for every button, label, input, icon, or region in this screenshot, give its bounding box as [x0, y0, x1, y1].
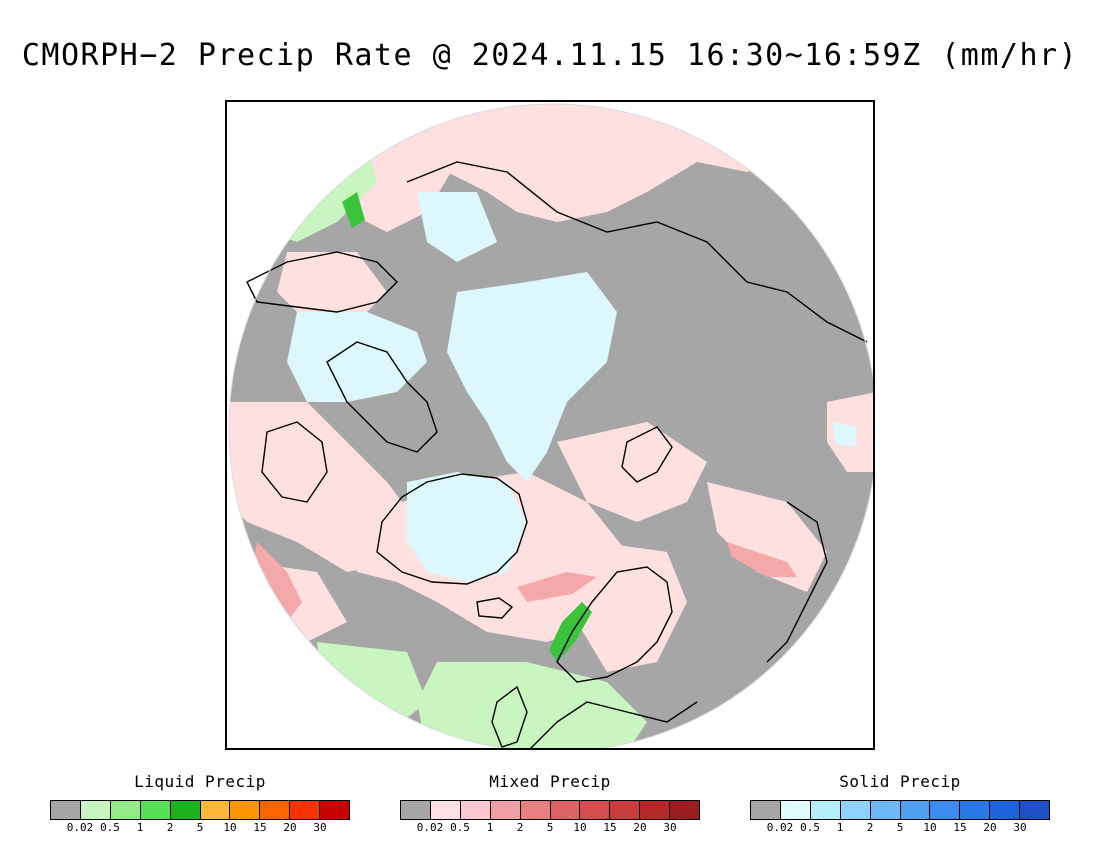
legend-liquid-tick: 2: [166, 821, 174, 834]
legend-liquid-swatch: [230, 801, 261, 819]
legend-solid-bar: [750, 800, 1050, 820]
legend-liquid-tick: 5: [196, 821, 204, 834]
legend-mixed-swatch: [430, 801, 461, 819]
legend-solid-swatch: [840, 801, 871, 819]
legend-liquid-tick: 15: [253, 821, 267, 834]
legend-liquid-tick: 0.5: [100, 821, 120, 834]
legend-liquid-tick: 20: [283, 821, 297, 834]
legend-solid-tick: 30: [1013, 821, 1027, 834]
legend-liquid-swatch: [80, 801, 111, 819]
legend-solid-swatch: [1020, 801, 1050, 819]
legend-mixed-tick: 2: [516, 821, 524, 834]
legend-mixed-tick: 20: [633, 821, 647, 834]
coastline-novaya-zemlya: [621, 426, 673, 483]
coastline-scandinavia: [556, 566, 673, 683]
legend-solid-swatch: [900, 801, 931, 819]
legend-mixed-swatch: [401, 801, 431, 819]
legend-solid-swatch: [870, 801, 901, 819]
legend-liquid-swatch: [170, 801, 201, 819]
legend-solid-tick: 10: [923, 821, 937, 834]
legend-solid-title: Solid Precip: [839, 772, 961, 791]
hemisphere-edge: [228, 103, 873, 748]
solid-precip-region-arctic-ocean: [447, 272, 617, 482]
mixed-precip-streak-norway-sea: [517, 572, 597, 602]
mixed-precip-region-russia-east: [707, 482, 827, 592]
coastline-europe-south: [530, 701, 698, 748]
legend-liquid-tick: 1: [136, 821, 144, 834]
solid-precip-region-greenland: [407, 472, 527, 582]
legend-solid-swatch: [780, 801, 811, 819]
map-frame: [225, 100, 875, 750]
mixed-precip-streak-labrador: [252, 542, 302, 622]
legend-mixed-tick: 30: [663, 821, 677, 834]
coastline-siberia: [406, 161, 868, 343]
legend-mixed-tick: 15: [603, 821, 617, 834]
coastline-hudson-bay: [261, 421, 328, 503]
precip-field: [229, 104, 873, 748]
legend-mixed-swatch: [670, 801, 700, 819]
legend-solid-ticks: 0.02 0.5 1 2 5 10 15 20 30: [750, 820, 1050, 834]
legend-mixed-tick: 1: [486, 821, 494, 834]
legend-liquid-ticks: 0.02 0.5 1 2 5 10 15 20 30: [50, 820, 350, 834]
liquid-precip-streak-pacific: [342, 192, 365, 228]
coastlines: [246, 161, 868, 748]
coastline-alaska: [246, 251, 398, 313]
legend-mixed-swatch: [610, 801, 641, 819]
legend-solid-tick: 20: [983, 821, 997, 834]
map-title: CMORPH−2 Precip Rate @ 2024.11.15 16:30~…: [21, 38, 1079, 73]
legend-solid-tick: 5: [896, 821, 904, 834]
mixed-precip-streak-east: [727, 542, 797, 577]
legend-mixed-swatch: [550, 801, 581, 819]
mixed-precip-region-barents: [557, 422, 707, 522]
legend-mixed-ticks: 0.02 0.5 1 2 5 10 15 20 30: [400, 820, 700, 834]
solid-precip-region-chukchi: [417, 192, 497, 262]
legend-mixed-swatch: [460, 801, 491, 819]
legend-liquid-swatch: [320, 801, 350, 819]
legend-liquid-swatch: [140, 801, 171, 819]
solid-precip-region-canadian-arctic: [287, 312, 427, 402]
coastline-caspian-region: [766, 501, 828, 663]
legend-liquid-swatch: [110, 801, 141, 819]
solid-precip-region-ural-small: [832, 422, 857, 447]
legend-solid-swatch: [810, 801, 841, 819]
legend-liquid-tick: 30: [313, 821, 327, 834]
legend-liquid: Liquid Precip 0.02 0.5 1 2 5 10 15 20 30: [50, 772, 350, 834]
legend-solid-tick: 15: [953, 821, 967, 834]
legend-mixed-bar: [400, 800, 700, 820]
legend-solid-tick: 1: [836, 821, 844, 834]
coastline-iceland: [476, 597, 514, 619]
legend-solid-swatch: [960, 801, 991, 819]
legend-liquid-bar: [50, 800, 350, 820]
legend-mixed-swatch: [490, 801, 521, 819]
legend-solid-tick: 0.02: [766, 821, 794, 834]
legend-mixed-tick: 0.5: [450, 821, 470, 834]
legend-solid-swatch: [930, 801, 961, 819]
legend-mixed-tick: 5: [546, 821, 554, 834]
legend-mixed-tick: 10: [573, 821, 587, 834]
legend-mixed: Mixed Precip 0.02 0.5 1 2 5 10 15 20 30: [400, 772, 700, 834]
coastline-greenland: [376, 473, 528, 585]
legend-liquid-title: Liquid Precip: [134, 772, 266, 791]
legend-liquid-swatch: [290, 801, 321, 819]
coastline-canadian-archipelago: [326, 341, 438, 453]
legend-solid-tick: 0.5: [800, 821, 820, 834]
legend-liquid-tick: 0.02: [66, 821, 94, 834]
legend-mixed-tick: 0.02: [416, 821, 444, 834]
legend-solid-tick: 2: [866, 821, 874, 834]
legend-mixed-swatch: [580, 801, 611, 819]
legend-liquid-swatch: [200, 801, 231, 819]
mixed-precip-region-scandinavia: [577, 542, 687, 672]
coastline-uk: [491, 685, 528, 748]
legend-liquid-swatch: [260, 801, 291, 819]
legend-solid-swatch: [990, 801, 1021, 819]
legend-mixed-swatch: [640, 801, 671, 819]
legend-liquid-tick: 10: [223, 821, 237, 834]
legend-mixed-title: Mixed Precip: [489, 772, 611, 791]
legend-solid-swatch: [751, 801, 781, 819]
liquid-precip-region-europe: [417, 662, 647, 748]
legend-liquid-swatch: [51, 801, 81, 819]
legend-solid: Solid Precip 0.02 0.5 1 2 5 10 15 20 30: [750, 772, 1050, 834]
legend-mixed-swatch: [520, 801, 551, 819]
polar-precip-map: [228, 103, 873, 748]
